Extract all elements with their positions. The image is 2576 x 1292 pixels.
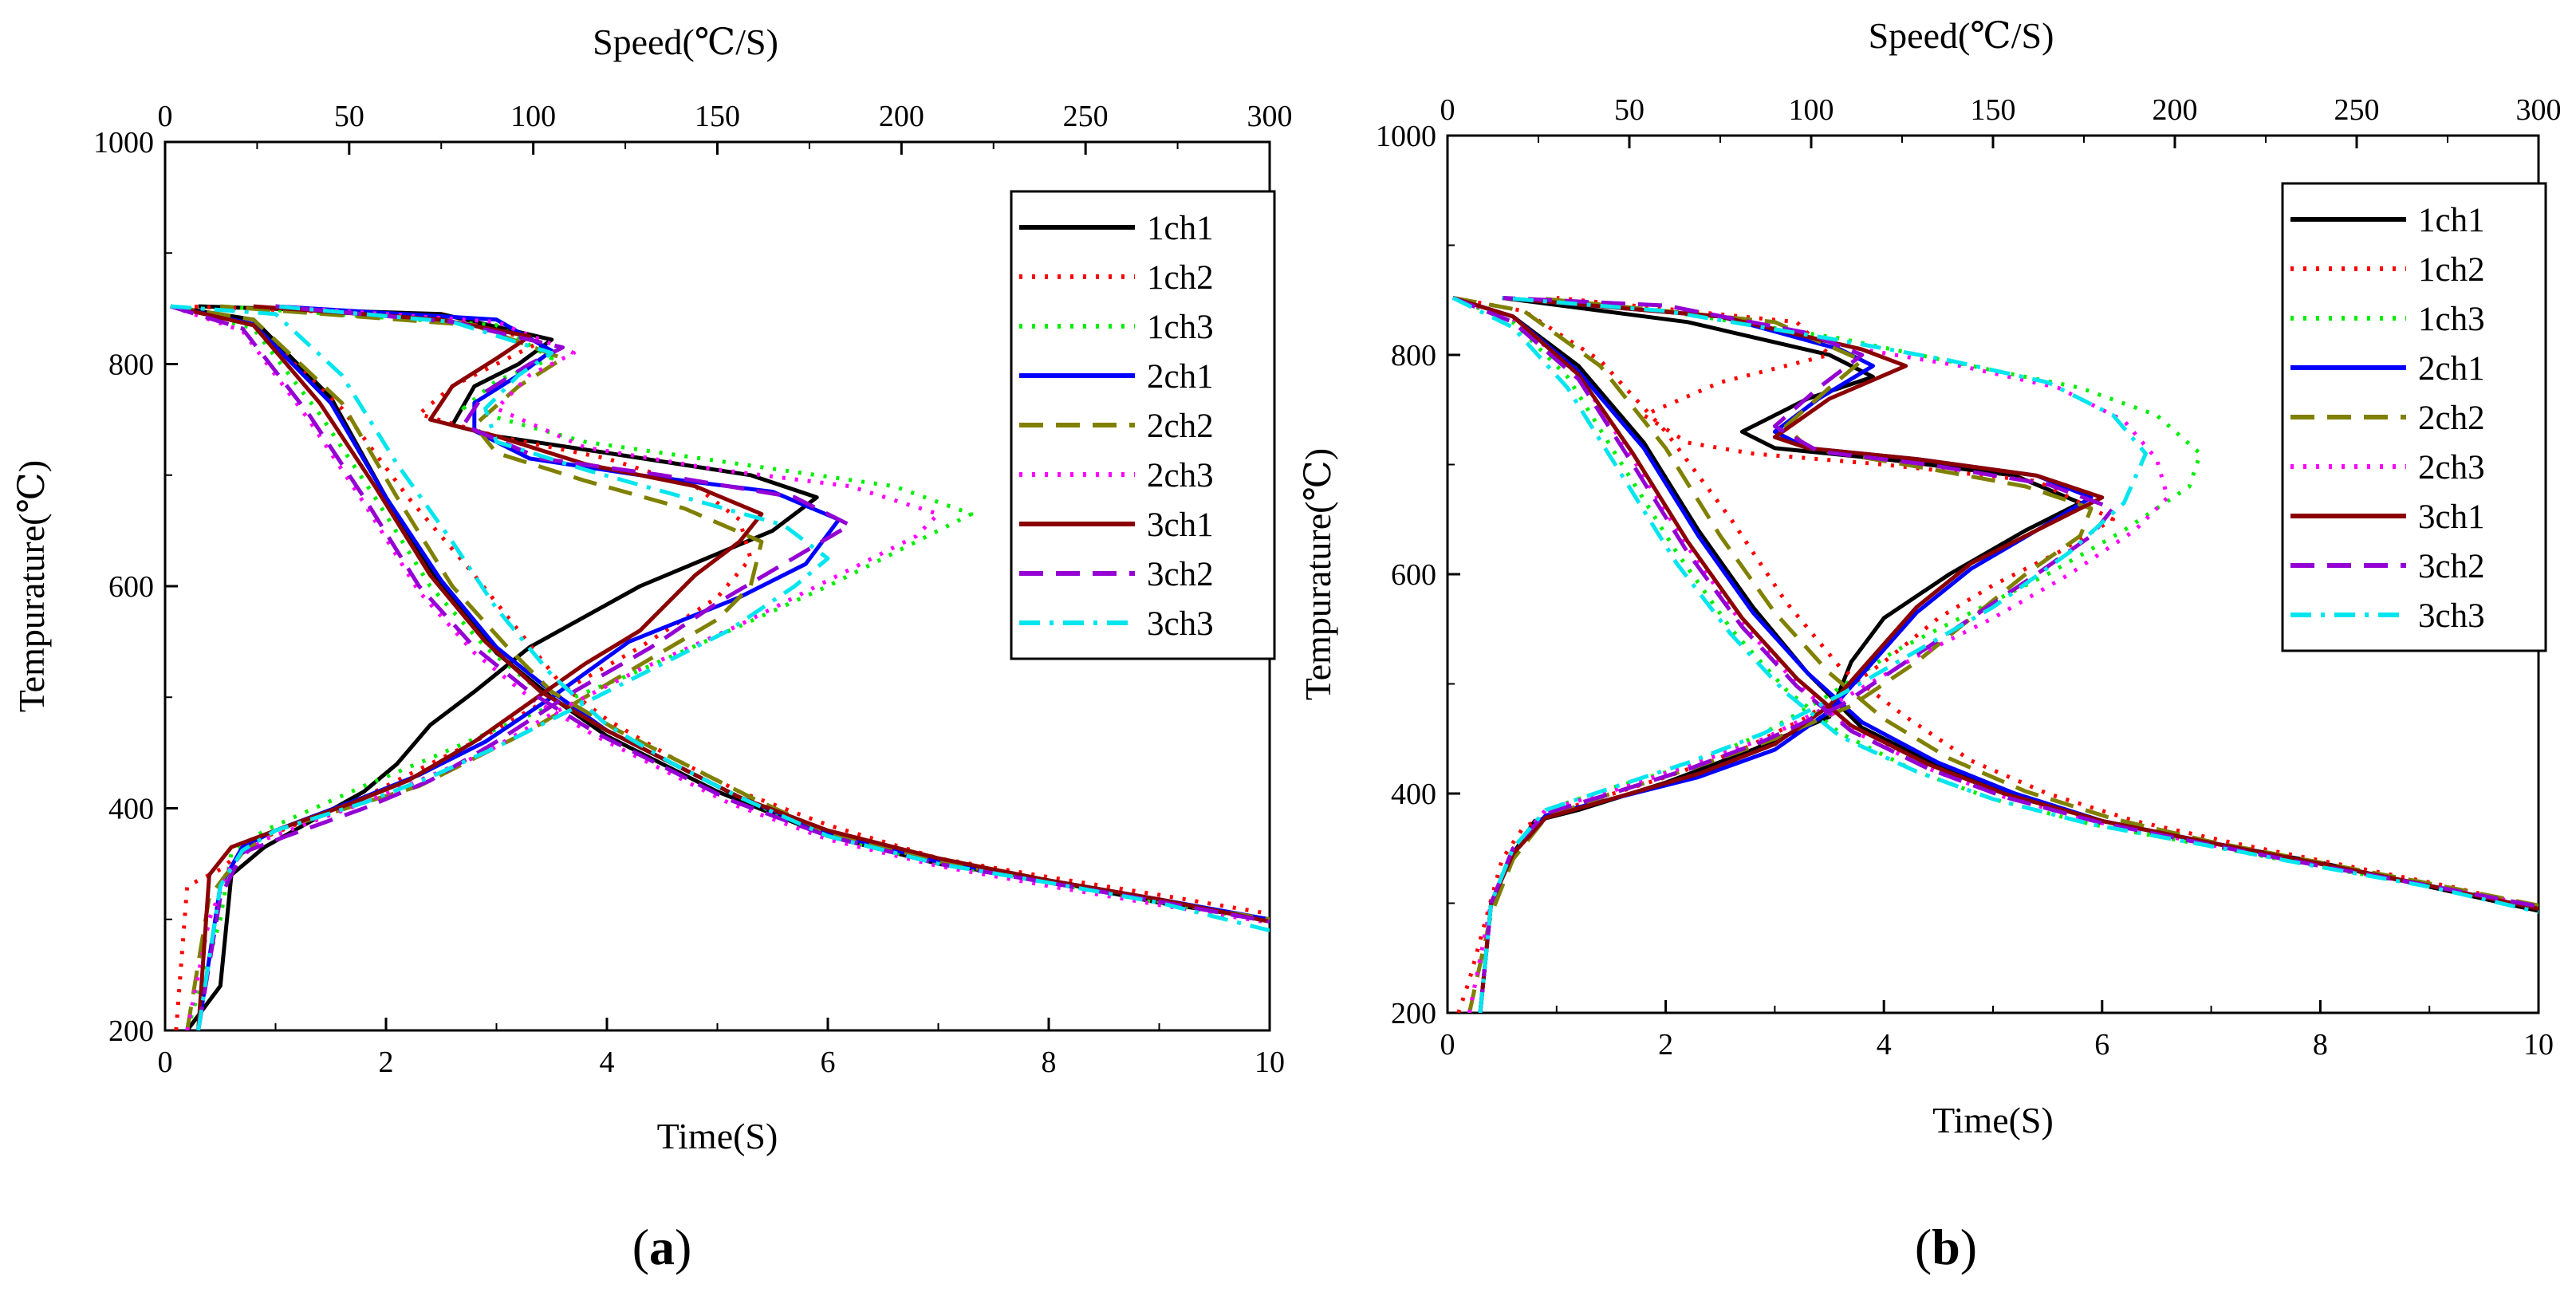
x2-tick-label: 250 <box>2334 93 2380 127</box>
series-3ch1-cooling-line <box>170 304 1270 924</box>
legend-label-3ch3: 3ch3 <box>1147 605 1214 643</box>
x-tick-label: 4 <box>600 1046 615 1079</box>
x2-tick-label: 0 <box>1440 93 1455 127</box>
panel-label-open: ( <box>632 1219 649 1275</box>
legend-label-2ch2: 2ch2 <box>1147 408 1214 445</box>
y-tick-label: 1000 <box>93 126 154 160</box>
chart-panel-a: 0 2 4 6 8 100 50 100 150 200 250 300200400600800100… <box>11 22 1293 1275</box>
series-3ch3-cooling-line <box>1451 296 2539 914</box>
panel-label-letter: b <box>1932 1219 1960 1275</box>
x2-tick-label: 300 <box>1247 100 1293 133</box>
series-3ch3-speed-line <box>1478 296 2148 1013</box>
series-1ch2-cooling-line <box>170 304 1270 916</box>
x2-tick-label: 50 <box>334 100 364 133</box>
chart-panel-b: 0 2 4 6 8 100 50 100 150 200 250 300200400600800100… <box>1298 15 2562 1275</box>
legend-box <box>2281 182 2547 652</box>
panel-label-a: (a) <box>632 1219 692 1275</box>
series-1ch1-speed-line <box>185 304 819 1030</box>
y-tick-label: 800 <box>108 349 154 382</box>
x2-tick-label: 100 <box>510 100 556 133</box>
series-lines <box>170 304 1270 1030</box>
x2-tick-label: 200 <box>2153 93 2198 127</box>
x-tick-label: 10 <box>1255 1046 1285 1079</box>
legend: 1ch1 1ch2 1ch3 2ch1 2ch2 2ch3 3ch1 3ch2 3ch3 <box>2281 182 2547 652</box>
series-3ch1-cooling-line <box>1452 296 2539 911</box>
panel-label-letter: a <box>649 1219 675 1275</box>
x-tick-label: 4 <box>1877 1028 1892 1062</box>
series-3ch3-cooling-line <box>170 304 1270 933</box>
panel-label-b: (b) <box>1915 1219 1977 1275</box>
legend-label-1ch3: 1ch3 <box>1147 309 1214 346</box>
x-tick-label: 6 <box>2094 1028 2109 1062</box>
x2-tick-label: 300 <box>2516 93 2562 127</box>
legend-label-2ch3: 2ch3 <box>1147 457 1214 494</box>
x2-tick-label: 0 <box>158 100 173 133</box>
legend-label-1ch1: 1ch1 <box>1147 210 1214 247</box>
x-tick-label: 2 <box>1658 1028 1673 1062</box>
x2-tick-label: 150 <box>695 100 740 133</box>
y-axis-title: Tempurature(℃) <box>11 460 52 712</box>
x2-tick-label: 150 <box>1971 93 2016 127</box>
y-tick-label: 600 <box>108 570 154 604</box>
series-3ch1-speed-line <box>1478 296 2105 1013</box>
x2-axis-title: Speed(℃/S) <box>1869 15 2054 56</box>
x2-tick-label: 50 <box>1614 93 1644 127</box>
legend-label-1ch3: 1ch3 <box>2418 301 2485 338</box>
legend-label-1ch1: 1ch1 <box>2418 202 2485 239</box>
series-lines <box>1451 296 2539 1013</box>
x-tick-label: 0 <box>158 1046 173 1079</box>
series-3ch3-speed-line <box>196 304 830 1030</box>
x-tick-label: 6 <box>821 1046 836 1079</box>
series-3ch2-cooling-line <box>1451 296 2539 909</box>
series-2ch2-cooling-line <box>170 304 1270 922</box>
x-axis-title: Time(S) <box>657 1116 778 1156</box>
x2-tick-label: 250 <box>1063 100 1109 133</box>
y-tick-label: 200 <box>1391 997 1436 1030</box>
x-tick-label: 10 <box>2523 1028 2554 1062</box>
y-tick-label: 400 <box>1391 778 1436 811</box>
legend-label-3ch1: 3ch1 <box>2418 498 2485 536</box>
y-tick-label: 1000 <box>1376 120 1436 153</box>
x-tick-label: 0 <box>1440 1028 1455 1062</box>
legend-label-1ch2: 1ch2 <box>2418 251 2485 289</box>
y-tick-label: 400 <box>108 793 154 826</box>
legend-label-3ch3: 3ch3 <box>2418 597 2485 635</box>
panel-label-open: ( <box>1915 1219 1932 1275</box>
legend-box <box>1010 190 1276 660</box>
y-tick-label: 600 <box>1391 558 1436 592</box>
series-1ch2-speed-line <box>1456 296 2115 1013</box>
legend-label-3ch2: 3ch2 <box>2418 548 2485 585</box>
legend-label-1ch2: 1ch2 <box>1147 259 1214 297</box>
y-tick-label: 800 <box>1391 339 1436 372</box>
legend-label-3ch2: 3ch2 <box>1147 556 1214 593</box>
series-3ch2-speed-line <box>196 304 853 1030</box>
legend-label-2ch1: 2ch1 <box>2418 350 2485 388</box>
legend-label-2ch2: 2ch2 <box>2418 400 2485 437</box>
series-2ch3-cooling-line <box>170 304 1270 925</box>
y-axis-title: Tempurature(℃) <box>1298 448 1338 700</box>
x2-axis-title: Speed(℃/S) <box>593 22 778 62</box>
x-axis-title: Time(S) <box>1932 1100 2054 1140</box>
y-tick-label: 200 <box>108 1014 154 1048</box>
panel-label-close: ) <box>675 1219 691 1275</box>
legend-label-2ch1: 2ch1 <box>1147 358 1214 396</box>
x-tick-label: 8 <box>2313 1028 2328 1062</box>
legend-label-2ch3: 2ch3 <box>2418 449 2485 486</box>
x2-tick-label: 200 <box>879 100 924 133</box>
x2-tick-label: 100 <box>1789 93 1834 127</box>
legend: 1ch1 1ch2 1ch3 2ch1 2ch2 2ch3 3ch1 3ch2 3ch3 <box>1010 190 1276 660</box>
x-tick-label: 2 <box>379 1046 394 1079</box>
x-tick-label: 8 <box>1042 1046 1057 1079</box>
series-3ch2-speed-line <box>1478 296 2115 1013</box>
legend-label-3ch1: 3ch1 <box>1147 506 1214 544</box>
panel-label-close: ) <box>1960 1219 1977 1275</box>
